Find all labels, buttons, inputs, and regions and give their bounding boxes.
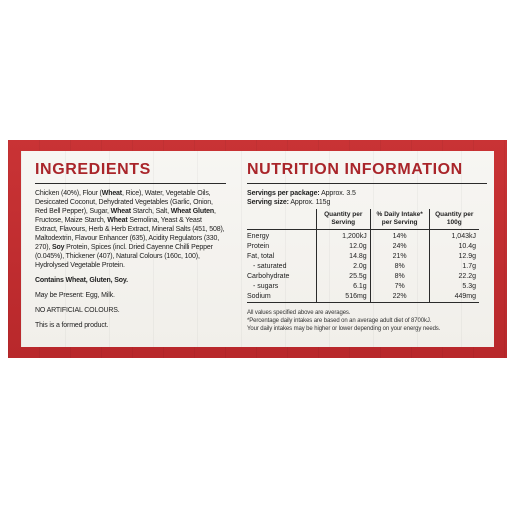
- header-daily-intake: % Daily Intake* per Serving: [369, 209, 430, 230]
- allergen-contains-text: Contains Wheat, Gluten, Soy.: [35, 277, 128, 284]
- ingredients-divider: [35, 183, 226, 184]
- nutrition-row: Fat, total 14.8g 21% 12.9g: [247, 252, 479, 262]
- nutrient-name: Energy: [247, 233, 270, 240]
- nutrient-daily-intake: 24%: [369, 242, 430, 252]
- nutrient-per-100g: 10.4g: [428, 242, 479, 252]
- ingredients-list: Chicken (40%), Flour (Wheat, Rice), Wate…: [35, 189, 226, 270]
- nutrient-daily-intake: 7%: [369, 282, 430, 292]
- may-be-present: May be Present: Egg, Milk.: [35, 292, 115, 299]
- ingredients-section: INGREDIENTS Chicken (40%), Flour (Wheat,…: [35, 160, 226, 336]
- allergen-highlight: Soy: [52, 244, 65, 251]
- nutrient-name: - sugars: [253, 283, 279, 290]
- nutrient-per-100g: 22.2g: [428, 272, 479, 282]
- nutrient-name: Fat, total: [247, 253, 275, 260]
- allergen-highlight: Wheat Gluten: [170, 208, 214, 215]
- nutrient-per-serving: 2.0g: [315, 262, 371, 272]
- ingredient-text: Starch, Salt,: [130, 208, 171, 215]
- nutrition-section: NUTRITION INFORMATION Servings per packa…: [247, 160, 487, 333]
- ingredient-text: Protein, Spices (incl. Dried Cayenne Chi…: [35, 244, 213, 269]
- nutrient-daily-intake: 8%: [369, 272, 430, 282]
- nutrient-daily-intake: 14%: [369, 229, 430, 242]
- nutrition-row: Sodium 516mg 22% 449mg: [247, 292, 479, 303]
- nutrient-per-serving: 25.5g: [315, 272, 371, 282]
- note-energy-needs: Your daily intakes may be higher or lowe…: [247, 326, 441, 332]
- serving-size-value: Approx. 115g: [288, 199, 331, 206]
- nutrient-per-serving: 516mg: [315, 292, 371, 303]
- ingredients-heading: INGREDIENTS: [35, 161, 151, 178]
- ingredient-text: , Rice), Water, Vegetable Oils, Desiccat…: [35, 190, 213, 215]
- allergen-contains: Contains Wheat, Gluten, Soy.: [35, 276, 226, 285]
- nutrient-name: Carbohydrate: [247, 273, 290, 280]
- nutrition-row: - sugars 6.1g 7% 5.3g: [247, 282, 479, 292]
- nutrient-per-100g: 449mg: [428, 292, 479, 303]
- ingredient-text: Semolina, Yeast & Yeast Extract, Flavour…: [35, 217, 225, 251]
- serving-size: Serving size: Approx. 115g: [247, 198, 487, 207]
- nutrient-per-100g: 1,043kJ: [428, 229, 479, 242]
- nutrient-per-serving: 12.0g: [315, 242, 371, 252]
- allergen-highlight: Wheat: [101, 190, 122, 197]
- no-artificial-colours: NO ARTIFICIAL COLOURS.: [35, 307, 120, 314]
- nutrient-name: Sodium: [247, 292, 317, 303]
- allergen-highlight: Wheat: [110, 208, 131, 215]
- nutrient-daily-intake: 21%: [369, 252, 430, 262]
- nutrition-row: - saturated 2.0g 8% 1.7g: [247, 262, 479, 272]
- header-blank: [247, 209, 317, 230]
- nutrient-name: Protein: [247, 243, 270, 250]
- servings-value: Approx. 3.5: [319, 190, 356, 197]
- header-quantity-per-100g: Quantity per 100g: [428, 209, 479, 230]
- ingredient-text: , Fructose, Maize Starch,: [35, 208, 216, 224]
- nutrient-per-100g: 12.9g: [428, 252, 479, 262]
- ingredient-text: Chicken (40%), Flour (: [35, 190, 102, 197]
- header-quantity-per-serving: Quantity per Serving: [315, 209, 371, 230]
- nutrient-per-serving: 1,200kJ: [315, 229, 371, 242]
- nutrient-name: - saturated: [253, 263, 287, 270]
- nutrition-row: Energy 1,200kJ 14% 1,043kJ: [247, 229, 479, 242]
- note-daily-intake: *Percentage daily intakes are based on a…: [247, 318, 432, 324]
- label-card: INGREDIENTS Chicken (40%), Flour (Wheat,…: [21, 151, 494, 347]
- servings-per-package: Servings per package: Approx. 3.5: [247, 189, 487, 198]
- nutrient-per-100g: 5.3g: [428, 282, 479, 292]
- allergen-highlight: Wheat: [107, 217, 128, 224]
- ingredients-text: Chicken (40%), Flour (Wheat, Rice), Wate…: [35, 189, 226, 330]
- formed-product-note: This is a formed product.: [35, 322, 109, 329]
- nutrient-daily-intake: 8%: [369, 262, 430, 272]
- nutrition-heading: NUTRITION INFORMATION: [247, 161, 463, 178]
- nutrition-divider: [247, 183, 487, 184]
- nutrient-per-serving: 14.8g: [315, 252, 371, 262]
- nutrition-notes: All values specified above are averages.…: [247, 309, 487, 333]
- nutrition-row: Protein 12.0g 24% 10.4g: [247, 242, 479, 252]
- serving-size-label: Serving size:: [247, 199, 289, 206]
- nutrition-row: Carbohydrate 25.5g 8% 22.2g: [247, 272, 479, 282]
- nutrition-table: Quantity per Serving % Daily Intake* per…: [247, 209, 479, 303]
- nutrition-table-header: Quantity per Serving % Daily Intake* per…: [247, 209, 479, 230]
- nutrition-table-body: Energy 1,200kJ 14% 1,043kJ Protein 12.0g 24% 10…: [247, 229, 479, 303]
- nutrient-per-100g: 1.7g: [428, 262, 479, 272]
- nutrient-daily-intake: 22%: [369, 292, 430, 303]
- servings-label: Servings per package:: [247, 190, 320, 197]
- nutrient-per-serving: 6.1g: [315, 282, 371, 292]
- note-averages: All values specified above are averages.: [247, 310, 351, 316]
